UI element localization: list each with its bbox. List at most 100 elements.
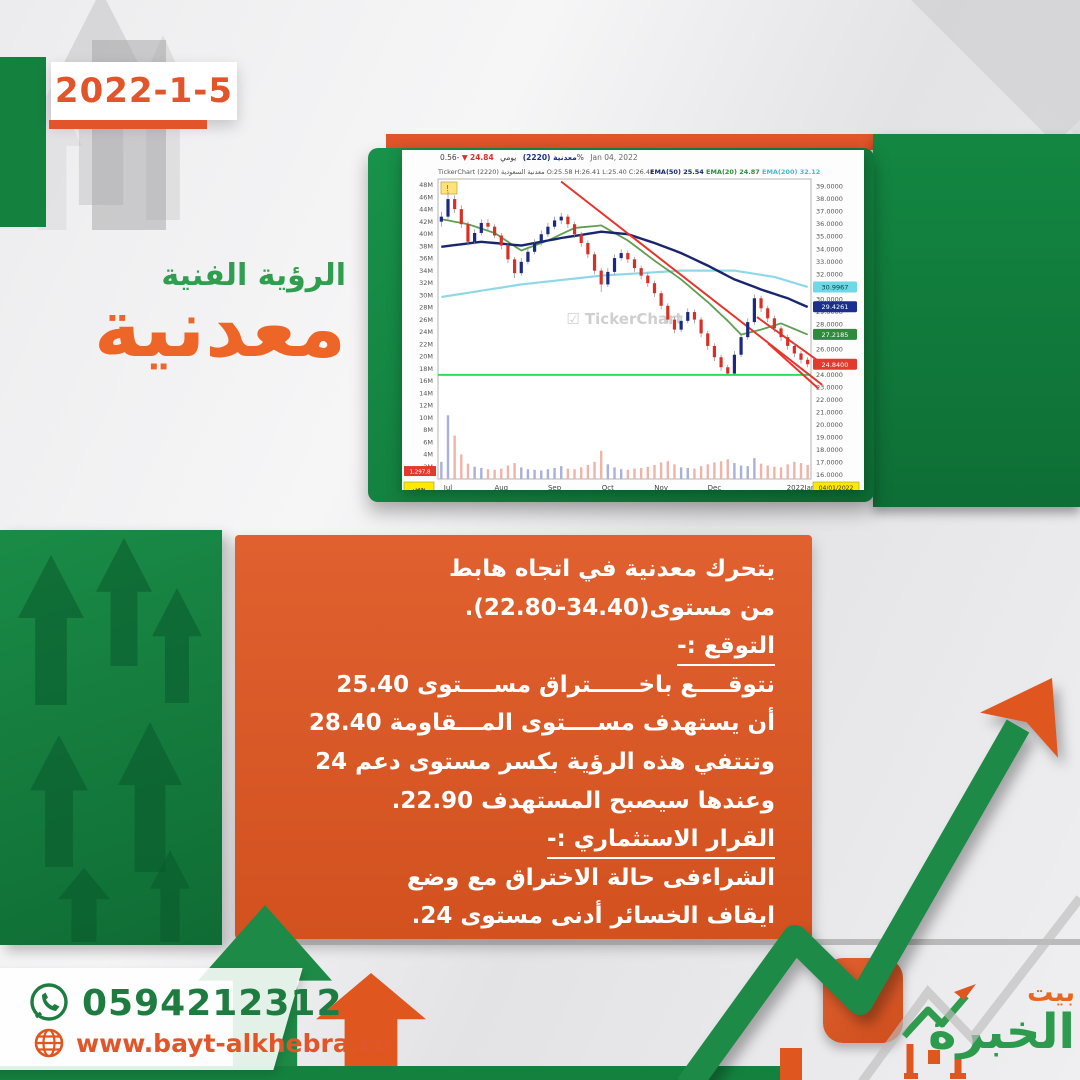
candle-body (499, 235, 503, 246)
svg-text:39.0000: 39.0000 (816, 183, 843, 191)
analysis-line: التوقع :- (255, 627, 775, 667)
down-arrow-icon: ▼ (461, 153, 468, 162)
candle-body (732, 354, 737, 374)
candle-body (652, 283, 657, 294)
alert-icon-glyph: ! (446, 184, 449, 193)
chart-timeframe: يومي (500, 153, 517, 162)
svg-text:Dec: Dec (708, 484, 722, 490)
svg-text:Jul: Jul (443, 484, 453, 490)
candle-body (666, 305, 670, 320)
bottom-band-orange-block (780, 1048, 802, 1080)
volume-bar (440, 461, 443, 479)
svg-text:30.0000: 30.0000 (816, 296, 843, 304)
candle-body (586, 243, 590, 255)
analysis-line-text: أن يستهدف مســــتوى المـــقاومة 28.40 (308, 710, 775, 737)
analysis-line-text: وعندها سيصبح المستهدف 22.90. (391, 787, 775, 814)
volume-bar (733, 463, 736, 479)
volume-bar (633, 468, 636, 479)
candle-body (526, 251, 530, 262)
candle-body (459, 209, 463, 225)
volume-bar (673, 464, 676, 479)
svg-text:28.0000: 28.0000 (816, 321, 843, 329)
chart-orange-topbar (386, 134, 880, 150)
globe-icon (34, 1028, 64, 1058)
svg-text:22M: 22M (419, 340, 433, 348)
volume-bar (506, 465, 510, 479)
orange-arrowhead-icon (980, 678, 1058, 758)
candle-body (552, 220, 557, 227)
volume-bar (473, 466, 476, 479)
volume-bar (699, 466, 703, 479)
volume-bar (793, 461, 796, 479)
svg-text:38.0000: 38.0000 (816, 195, 843, 203)
volume-tag-value: 1,297,8 (410, 470, 431, 476)
svg-text:23.0000: 23.0000 (816, 383, 843, 391)
svg-text:46M: 46M (419, 193, 433, 201)
candle-body (559, 216, 563, 221)
candle-body (599, 270, 603, 285)
website-url: www.bayt-alkhebra.co (76, 1028, 392, 1058)
ema20-label: EMA(20) 24.87 (706, 168, 760, 176)
svg-text:21.0000: 21.0000 (816, 408, 843, 416)
svg-text:32M: 32M (419, 279, 433, 287)
volume-bar (493, 469, 496, 479)
svg-text:2022Jan: 2022Jan (787, 484, 816, 490)
tickerchart-watermark: ☑ TickerChart (566, 310, 682, 328)
candle-body (646, 275, 650, 284)
left-green-panel (0, 530, 222, 945)
panel-arrow-decoration (118, 722, 182, 872)
volume-bar (546, 469, 550, 479)
svg-text:24.0000: 24.0000 (816, 371, 843, 379)
analysis-line-text: يتحرك معدنية في اتجاه هابط (449, 556, 775, 582)
price-tag (813, 328, 857, 340)
volume-bar (613, 467, 616, 479)
candle-body (439, 216, 443, 222)
svg-text:44M: 44M (419, 206, 433, 214)
phone-number: 0594212312 (82, 982, 343, 1024)
candle-body (546, 226, 550, 235)
candle-body (806, 359, 810, 365)
svg-text:35.0000: 35.0000 (816, 233, 843, 241)
candle-body (592, 254, 597, 271)
candle-body (639, 268, 643, 276)
analysis-line: من مستوى(34.40-22.80). (255, 589, 775, 628)
svg-text:20.0000: 20.0000 (816, 421, 843, 429)
volume-bar (586, 464, 590, 479)
candle-body (779, 328, 783, 338)
svg-text:10M: 10M (419, 414, 433, 422)
svg-text:Nov: Nov (654, 484, 668, 490)
price-tag-value: 27.2185 (822, 331, 849, 339)
svg-text:18M: 18M (419, 365, 433, 373)
candle-body (453, 199, 457, 210)
svg-text:34M: 34M (419, 267, 433, 275)
svg-text:34.0000: 34.0000 (816, 245, 843, 253)
price-tag (813, 281, 857, 293)
candle-body (799, 353, 803, 360)
volume-bar (480, 467, 483, 479)
volume-bar (719, 461, 723, 479)
svg-text:26M: 26M (419, 316, 433, 324)
svg-text:16.0000: 16.0000 (816, 471, 843, 479)
candle-body (626, 253, 630, 260)
panel-arrow-decoration (152, 588, 202, 703)
volume-bar (560, 466, 563, 479)
analysis-line-text: وتنتفي هذه الرؤية بكسر مستوى دعم 24 (315, 748, 775, 775)
plot-border (437, 178, 812, 480)
candle-body (566, 216, 570, 225)
candle-body (746, 322, 750, 338)
page-title-maadaniyah: معدنية (93, 282, 346, 375)
candle-body (786, 337, 790, 346)
date-tag-text: 04/01/2022 (819, 485, 854, 490)
volume-bar (533, 469, 536, 479)
volume-bar (639, 467, 643, 479)
analysis-line-text: الشراءفى حالة الاختراق مع وضع (407, 864, 775, 891)
volume-bar (486, 469, 490, 479)
svg-text:42M: 42M (419, 218, 433, 226)
candle-body (719, 357, 723, 368)
svg-text:40M: 40M (419, 230, 433, 238)
volume-bar (520, 467, 523, 479)
candle-body (659, 293, 663, 306)
chart-green-side-panel (873, 134, 1080, 507)
svg-text:26.0000: 26.0000 (816, 346, 843, 354)
